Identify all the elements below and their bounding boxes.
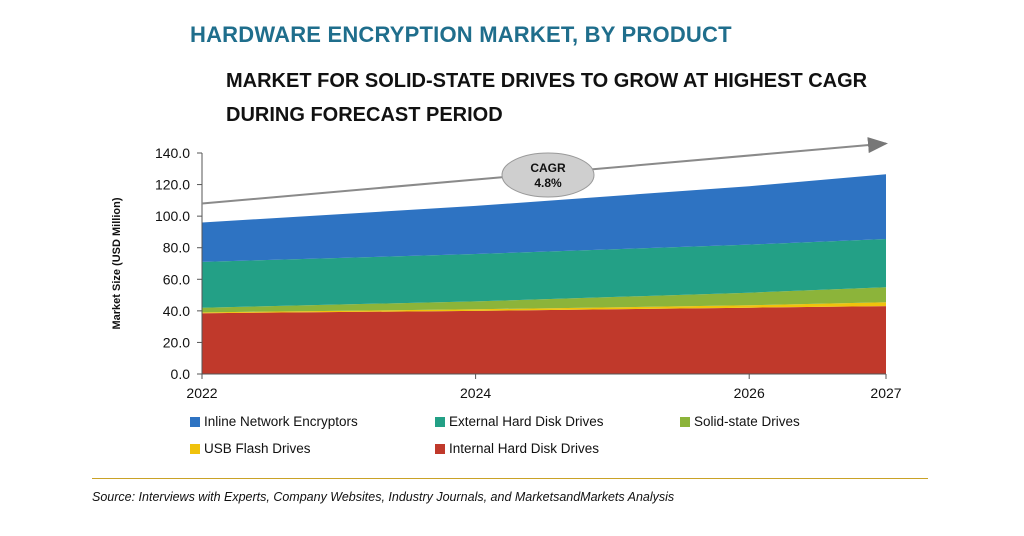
legend-label: Internal Hard Disk Drives xyxy=(449,441,600,456)
legend-swatch xyxy=(190,416,200,427)
y-axis-label: Market Size (USD Million) xyxy=(111,197,123,329)
y-tick-label: 100.0 xyxy=(155,208,190,224)
legend-swatch xyxy=(435,416,445,427)
y-tick-label: 0.0 xyxy=(171,366,191,382)
area-external-hard-disk-drives xyxy=(202,239,886,308)
legend-item-external-hard-disk-drives: External Hard Disk Drives xyxy=(435,414,604,429)
source-note: Source: Interviews with Experts, Company… xyxy=(92,490,675,504)
area-internal-hard-disk-drives xyxy=(202,306,886,374)
legend-label: Inline Network Encryptors xyxy=(204,414,358,429)
y-tick-label: 20.0 xyxy=(163,334,190,350)
legend-item-internal-hard-disk-drives: Internal Hard Disk Drives xyxy=(435,441,599,456)
legend-label: USB Flash Drives xyxy=(204,441,311,456)
area-usb-flash-drives xyxy=(202,302,886,314)
legend-label: Solid-state Drives xyxy=(694,414,800,429)
y-tick-label: 120.0 xyxy=(155,177,190,193)
y-tick-label: 40.0 xyxy=(163,303,190,319)
legend-swatch xyxy=(190,443,200,454)
y-tick-label: 60.0 xyxy=(163,271,190,287)
legend-swatch xyxy=(435,443,445,454)
x-tick-label: 2024 xyxy=(460,385,491,401)
area-solid-state-drives xyxy=(202,287,886,313)
x-tick-label: 2022 xyxy=(186,385,217,401)
legend-swatch xyxy=(680,416,690,427)
legend-item-inline-network-encryptors: Inline Network Encryptors xyxy=(190,414,358,429)
area-inline-network-encryptors xyxy=(202,174,886,262)
cagr-label: CAGR xyxy=(530,161,566,175)
x-tick-label: 2027 xyxy=(870,385,901,401)
y-tick-label: 140.0 xyxy=(155,145,190,161)
cagr-value: 4.8% xyxy=(534,176,562,190)
legend-label: External Hard Disk Drives xyxy=(449,414,604,429)
x-tick-label: 2026 xyxy=(734,385,765,401)
footer-divider xyxy=(92,478,928,479)
chart-subtitle: MARKET FOR SOLID-STATE DRIVES TO GROW AT… xyxy=(226,70,868,126)
y-tick-label: 80.0 xyxy=(163,240,190,256)
chart-title: HARDWARE ENCRYPTION MARKET, BY PRODUCT xyxy=(190,22,732,47)
legend-item-usb-flash-drives: USB Flash Drives xyxy=(190,441,311,456)
cagr-bubble xyxy=(501,152,595,198)
legend-item-solid-state-drives: Solid-state Drives xyxy=(680,414,800,429)
